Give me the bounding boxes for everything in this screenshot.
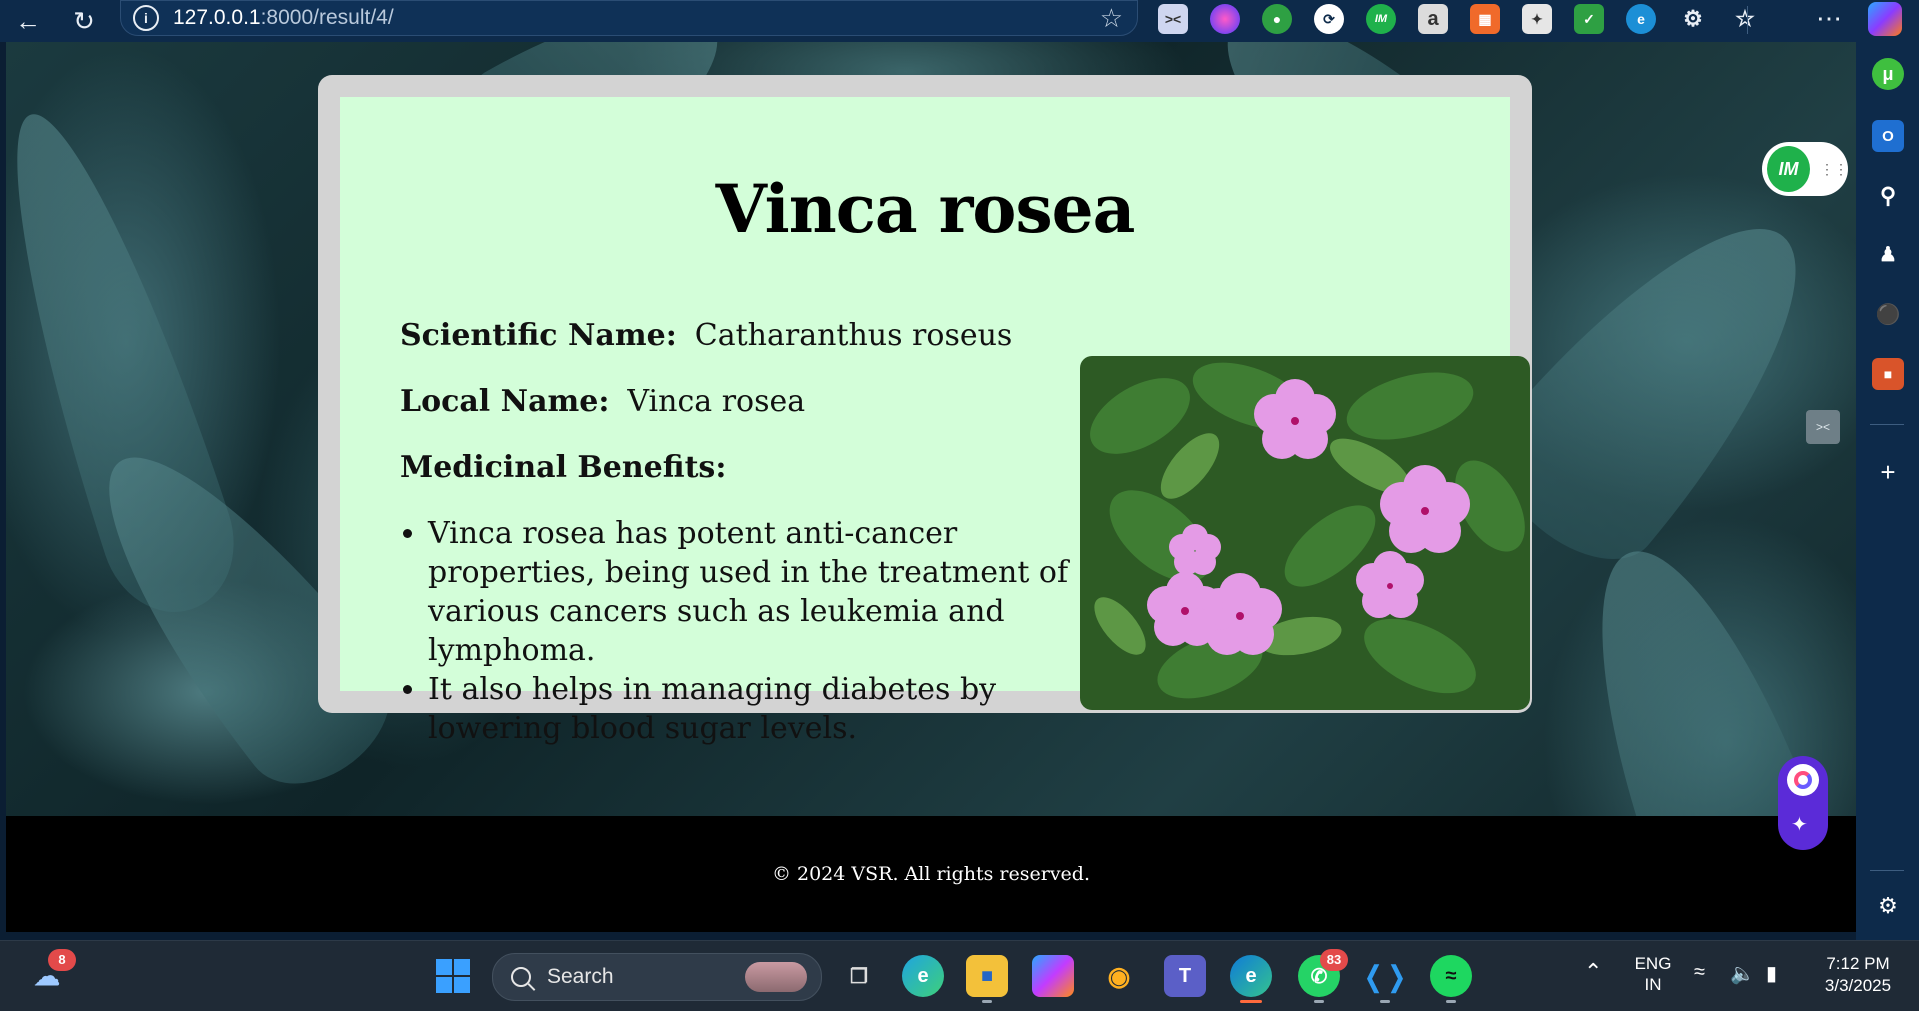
local-name-row: Local Name: Vinca rosea: [400, 384, 805, 419]
weather-icon[interactable]: ☁ 8: [26, 949, 76, 997]
image-sparkle-icon[interactable]: ✦: [1791, 814, 1808, 836]
extension-orb-icon[interactable]: [1210, 4, 1240, 34]
page-footer: © 2024 VSR. All rights reserved.: [6, 816, 1856, 932]
favorites-icon[interactable]: ☆: [1735, 6, 1755, 31]
running-indicator: [1314, 1000, 1324, 1003]
benefits-list: Vinca rosea has potent anti-cancer prope…: [400, 514, 1078, 748]
file-explorer-icon[interactable]: ■: [966, 955, 1008, 997]
back-arrow-icon[interactable]: ←: [15, 6, 41, 36]
extension-face-icon[interactable]: ><: [1158, 4, 1188, 34]
sidebar-divider: [1870, 870, 1904, 871]
edge-icon[interactable]: e: [1230, 955, 1272, 997]
floating-assistant-pill[interactable]: ✦: [1778, 756, 1828, 850]
extensions-puzzle-icon[interactable]: ⚙: [1683, 6, 1703, 31]
sidebar-games-icon[interactable]: ♟: [1879, 243, 1897, 266]
extension-grid-icon[interactable]: ▦: [1470, 4, 1500, 34]
rewards-medal-icon[interactable]: ◉: [1107, 960, 1131, 991]
copilot-icon[interactable]: [1868, 2, 1902, 36]
clock-time: 7:12 PM: [1826, 954, 1890, 973]
drag-handle-icon[interactable]: ⋮⋮: [1820, 160, 1848, 177]
search-label: Search: [547, 965, 614, 988]
plant-image: [1080, 356, 1530, 710]
start-windows-icon[interactable]: [432, 955, 474, 997]
running-indicator: [1380, 1000, 1390, 1003]
extension-a-icon[interactable]: a: [1418, 4, 1448, 34]
scientific-name-row: Scientific Name: Catharanthus roseus: [400, 318, 1012, 353]
weather-badge: 8: [48, 949, 76, 971]
copilot-taskbar-icon[interactable]: [1032, 955, 1074, 997]
page-title: Vinca rosea: [715, 170, 1136, 248]
floating-extension-icon[interactable]: ><: [1806, 410, 1840, 444]
im-floating-widget[interactable]: IM ⋮⋮: [1762, 142, 1848, 196]
local-name-label: Local Name:: [400, 384, 610, 419]
extension-mail-icon[interactable]: ✓: [1574, 4, 1604, 34]
list-item: It also helps in managing diabetes by lo…: [428, 670, 1078, 748]
vscode-icon[interactable]: ❬❭: [1361, 960, 1409, 992]
scientific-name-label: Scientific Name:: [400, 318, 677, 353]
extensions-row: >< ● ⟳ IM a ▦ ✦ ✓ e ⚙ ☆: [1158, 4, 1760, 34]
running-indicator: [982, 1000, 992, 1003]
sidebar-divider: [1870, 424, 1904, 425]
language-top: ENG: [1634, 954, 1672, 973]
taskbar: ☁ 8 Search ❐ e ■ ◉ T e ✆ 83 ❬❭ ≈ ⌃ ENG I…: [0, 940, 1919, 1011]
sidebar-shopping-icon[interactable]: ⚫: [1875, 303, 1901, 326]
tray-overflow-icon[interactable]: ⌃: [1584, 959, 1603, 984]
extension-edge-icon[interactable]: e: [1626, 4, 1656, 34]
local-name-value: Vinca rosea: [627, 384, 806, 419]
teams-icon[interactable]: T: [1164, 955, 1206, 997]
taskbar-search-input[interactable]: Search: [492, 953, 822, 1001]
search-icon: [511, 967, 531, 987]
address-bar[interactable]: i 127.0.0.1:8000/result/4/ ☆: [120, 0, 1138, 36]
browser-sidebar: μ O ⚲ ♟ ⚫ ■ + ⚙: [1856, 42, 1919, 942]
clock-date: 3/3/2025: [1824, 976, 1892, 995]
battery-icon[interactable]: ▮: [1766, 963, 1778, 985]
toolbar-divider: [1747, 6, 1748, 34]
whatsapp-icon[interactable]: ✆ 83: [1298, 949, 1348, 997]
list-item: Vinca rosea has potent anti-cancer prope…: [428, 514, 1078, 670]
extension-robot-icon[interactable]: ●: [1262, 4, 1292, 34]
site-info-icon[interactable]: i: [133, 5, 159, 31]
edge-beta-icon[interactable]: e: [902, 955, 944, 997]
language-indicator[interactable]: ENG IN: [1630, 953, 1676, 995]
running-indicator: [1446, 1000, 1456, 1003]
refresh-icon[interactable]: ↻: [73, 6, 95, 36]
extension-comment-icon[interactable]: ✦: [1522, 4, 1552, 34]
clock[interactable]: 7:12 PM 3/3/2025: [1810, 953, 1906, 997]
extension-im-icon[interactable]: IM: [1366, 4, 1396, 34]
browser-toolbar: ← ↻ i 127.0.0.1:8000/result/4/ ☆ >< ● ⟳ …: [0, 0, 1919, 42]
address-url[interactable]: 127.0.0.1:8000/result/4/: [173, 6, 394, 29]
favorite-star-icon[interactable]: ☆: [1099, 2, 1123, 33]
sidebar-search-icon[interactable]: ⚲: [1879, 183, 1897, 208]
spotify-icon[interactable]: ≈: [1430, 955, 1472, 997]
active-indicator: [1240, 1000, 1262, 1003]
task-view-icon[interactable]: ❐: [850, 965, 868, 988]
extension-swirl-icon[interactable]: ⟳: [1314, 4, 1344, 34]
scientific-name-value: Catharanthus roseus: [694, 318, 1013, 353]
more-menu-icon[interactable]: ⋯: [1816, 3, 1842, 33]
assistant-logo-icon[interactable]: [1787, 764, 1819, 796]
sidebar-outlook-icon[interactable]: O: [1872, 120, 1904, 152]
im-logo-icon[interactable]: IM: [1767, 146, 1810, 192]
volume-icon[interactable]: 🔈: [1730, 963, 1755, 985]
language-bottom: IN: [1644, 975, 1662, 994]
search-highlight-icon: [745, 962, 807, 992]
sidebar-utorrent-icon[interactable]: μ: [1872, 58, 1904, 90]
sidebar-settings-icon[interactable]: ⚙: [1878, 893, 1898, 918]
wifi-icon[interactable]: ≈: [1694, 961, 1705, 983]
sidebar-add-icon[interactable]: +: [1880, 456, 1896, 487]
footer-copyright: © 2024 VSR. All rights reserved.: [771, 863, 1091, 885]
whatsapp-badge: 83: [1320, 949, 1348, 971]
sidebar-tools-icon[interactable]: ■: [1872, 358, 1904, 390]
medicinal-benefits-heading: Medicinal Benefits:: [400, 450, 727, 485]
